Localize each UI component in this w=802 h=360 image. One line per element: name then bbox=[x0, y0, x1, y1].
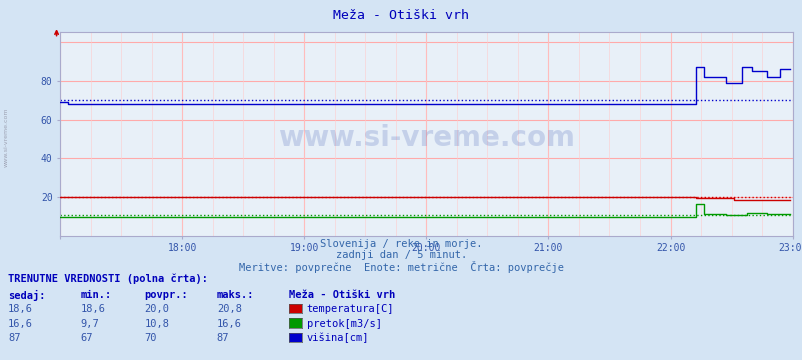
Text: www.si-vreme.com: www.si-vreme.com bbox=[4, 107, 9, 167]
Text: povpr.:: povpr.: bbox=[144, 290, 188, 300]
Text: 18,6: 18,6 bbox=[80, 304, 105, 314]
Text: 87: 87 bbox=[8, 333, 21, 343]
Text: maks.:: maks.: bbox=[217, 290, 254, 300]
Text: sedaj:: sedaj: bbox=[8, 290, 46, 301]
Text: 67: 67 bbox=[80, 333, 93, 343]
Text: 20,8: 20,8 bbox=[217, 304, 241, 314]
Text: zadnji dan / 5 minut.: zadnji dan / 5 minut. bbox=[335, 250, 467, 260]
Text: temperatura[C]: temperatura[C] bbox=[306, 304, 394, 314]
Text: 9,7: 9,7 bbox=[80, 319, 99, 329]
Text: 70: 70 bbox=[144, 333, 157, 343]
Text: 16,6: 16,6 bbox=[217, 319, 241, 329]
Text: Meritve: povprečne  Enote: metrične  Črta: povprečje: Meritve: povprečne Enote: metrične Črta:… bbox=[239, 261, 563, 273]
Text: min.:: min.: bbox=[80, 290, 111, 300]
Text: Meža - Otiški vrh: Meža - Otiški vrh bbox=[333, 9, 469, 22]
Text: višina[cm]: višina[cm] bbox=[306, 333, 369, 343]
Text: 20,0: 20,0 bbox=[144, 304, 169, 314]
Text: 87: 87 bbox=[217, 333, 229, 343]
Text: Slovenija / reke in morje.: Slovenija / reke in morje. bbox=[320, 239, 482, 249]
Text: TRENUTNE VREDNOSTI (polna črta):: TRENUTNE VREDNOSTI (polna črta): bbox=[8, 274, 208, 284]
Text: 10,8: 10,8 bbox=[144, 319, 169, 329]
Text: 18,6: 18,6 bbox=[8, 304, 33, 314]
Text: Meža - Otiški vrh: Meža - Otiški vrh bbox=[289, 290, 395, 300]
Text: pretok[m3/s]: pretok[m3/s] bbox=[306, 319, 381, 329]
Text: www.si-vreme.com: www.si-vreme.com bbox=[277, 124, 574, 152]
Text: 16,6: 16,6 bbox=[8, 319, 33, 329]
